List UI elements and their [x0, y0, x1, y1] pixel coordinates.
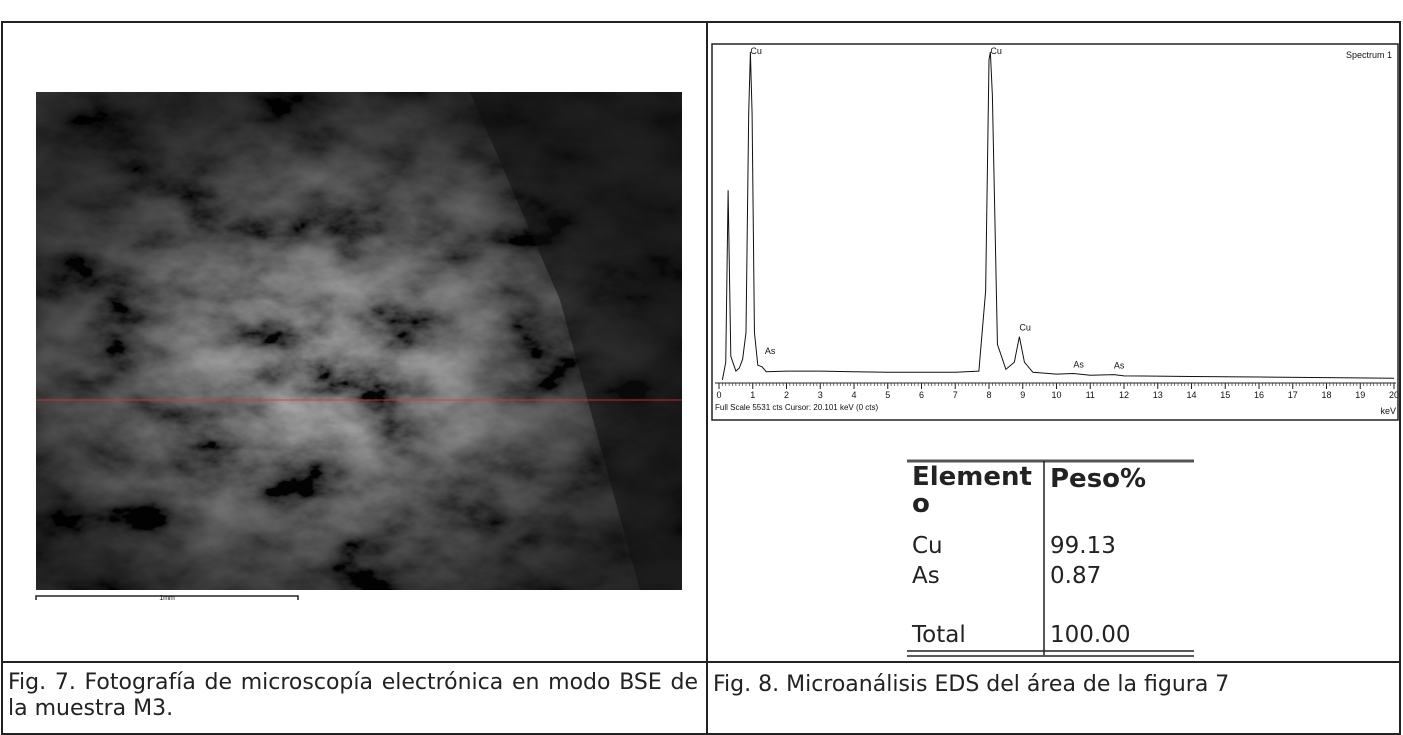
x-tick-label: 13 — [1153, 390, 1163, 400]
x-tick-label: 19 — [1355, 390, 1365, 400]
caption: Fig. 8. Microanálisis EDS del área de la… — [713, 672, 1229, 698]
x-tick-label: 8 — [986, 390, 991, 400]
table-cell: As — [912, 563, 940, 589]
x-tick-label: 10 — [1051, 390, 1061, 400]
x-tick-label: 3 — [818, 390, 823, 400]
peak-label: Cu — [990, 46, 1002, 56]
table-cell: 100.00 — [1050, 622, 1130, 648]
spectrum-frame — [712, 44, 1398, 420]
table-cell: Cu — [912, 533, 943, 559]
peak-label: As — [765, 346, 776, 356]
sem-photo — [36, 92, 682, 590]
x-tick-label: 1 — [750, 390, 755, 400]
x-tick-label: 5 — [885, 390, 890, 400]
x-tick-label: 15 — [1220, 390, 1230, 400]
x-tick-label: 18 — [1321, 390, 1331, 400]
table-header: Elemento — [912, 464, 1044, 518]
spectrum-title: Spectrum 1 — [1346, 50, 1392, 60]
x-tick-label: 20 — [1389, 390, 1399, 400]
peak-label: As — [1073, 359, 1084, 369]
peak-label: Cu — [750, 46, 762, 56]
x-tick-label: 17 — [1288, 390, 1298, 400]
x-tick-label: 16 — [1254, 390, 1264, 400]
x-tick-label: 14 — [1186, 390, 1196, 400]
spectrum-status: Full Scale 5531 cts Cursor: 20.101 keV (… — [715, 403, 879, 412]
table-cell: 0.87 — [1050, 563, 1101, 589]
x-tick-label: 9 — [1020, 390, 1025, 400]
scale-label: 1mm — [159, 595, 175, 602]
x-tick-label: 2 — [784, 390, 789, 400]
x-tick-label: 12 — [1119, 390, 1129, 400]
x-tick-label: 0 — [716, 390, 721, 400]
x-tick-label: 11 — [1086, 390, 1095, 400]
caption: Fig. 7. Fotografía de microscopía electr… — [8, 670, 698, 722]
table-cell: 99.13 — [1050, 533, 1116, 559]
table-cell: Total — [912, 622, 966, 648]
page: 1mm Spectrum 1 keV Full Scale 5531 cts C… — [0, 0, 1403, 735]
peak-label: Cu — [1019, 323, 1031, 333]
table-header: Peso% — [1050, 464, 1146, 494]
peak-label: As — [1114, 361, 1125, 371]
x-tick-label: 7 — [953, 390, 958, 400]
x-unit: keV — [1380, 406, 1396, 416]
x-tick-label: 4 — [851, 390, 856, 400]
x-tick-label: 6 — [919, 390, 924, 400]
figure-sheet: 1mm Spectrum 1 keV Full Scale 5531 cts C… — [0, 0, 1403, 735]
